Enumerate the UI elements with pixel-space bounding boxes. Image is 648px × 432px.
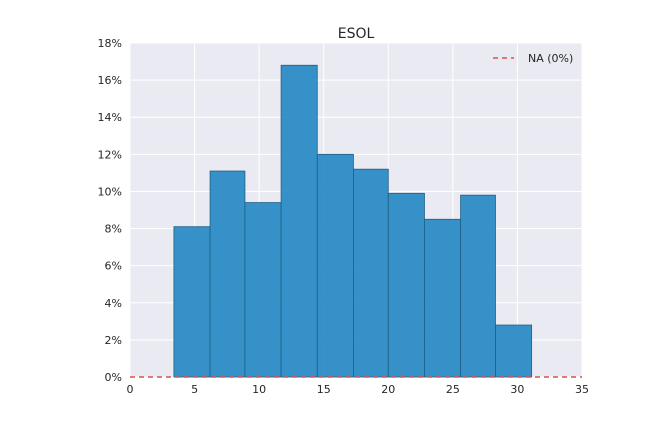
histogram-bar-5 <box>353 168 389 378</box>
x-tick-label-4: 20 <box>381 383 395 396</box>
y-tick-label-4: 8% <box>105 223 122 236</box>
x-axis-ticks: 0 5 10 15 20 25 30 35 <box>127 383 590 396</box>
y-tick-label-1: 2% <box>105 334 122 347</box>
x-tick-label-3: 15 <box>317 383 331 396</box>
histogram-bar-0 <box>173 226 211 378</box>
histogram-bar-9 <box>495 324 533 378</box>
histogram-bar-2 <box>244 202 282 378</box>
y-tick-label-3: 6% <box>105 260 122 273</box>
x-tick-label-7: 35 <box>575 383 589 396</box>
chart-title: ESOL <box>338 26 375 42</box>
histogram-bars <box>173 64 533 378</box>
x-tick-label-5: 25 <box>446 383 460 396</box>
x-tick-label-6: 30 <box>510 383 524 396</box>
y-tick-label-7: 14% <box>98 111 122 124</box>
y-tick-label-2: 4% <box>105 297 122 310</box>
histogram-bar-6 <box>387 192 425 378</box>
histogram-bar-7 <box>424 218 462 378</box>
y-axis-ticks: 0% 2% 4% 6% 8% 10% 12% 14% 16% 18% <box>98 37 122 384</box>
histogram-bar-1 <box>209 170 246 378</box>
legend: NA (0%) <box>493 52 573 65</box>
legend-label: NA (0%) <box>528 52 573 65</box>
x-tick-label-2: 10 <box>252 383 266 396</box>
histogram-bar-3 <box>280 64 318 378</box>
x-tick-label-0: 0 <box>127 383 134 396</box>
y-tick-label-8: 16% <box>98 74 122 87</box>
x-tick-label-1: 5 <box>191 383 198 396</box>
y-tick-label-5: 10% <box>98 185 122 198</box>
y-tick-label-9: 18% <box>98 37 122 50</box>
y-tick-label-6: 12% <box>98 148 122 161</box>
histogram-bar-8 <box>460 194 496 378</box>
histogram-bar-4 <box>316 153 354 378</box>
y-tick-label-0: 0% <box>105 371 122 384</box>
